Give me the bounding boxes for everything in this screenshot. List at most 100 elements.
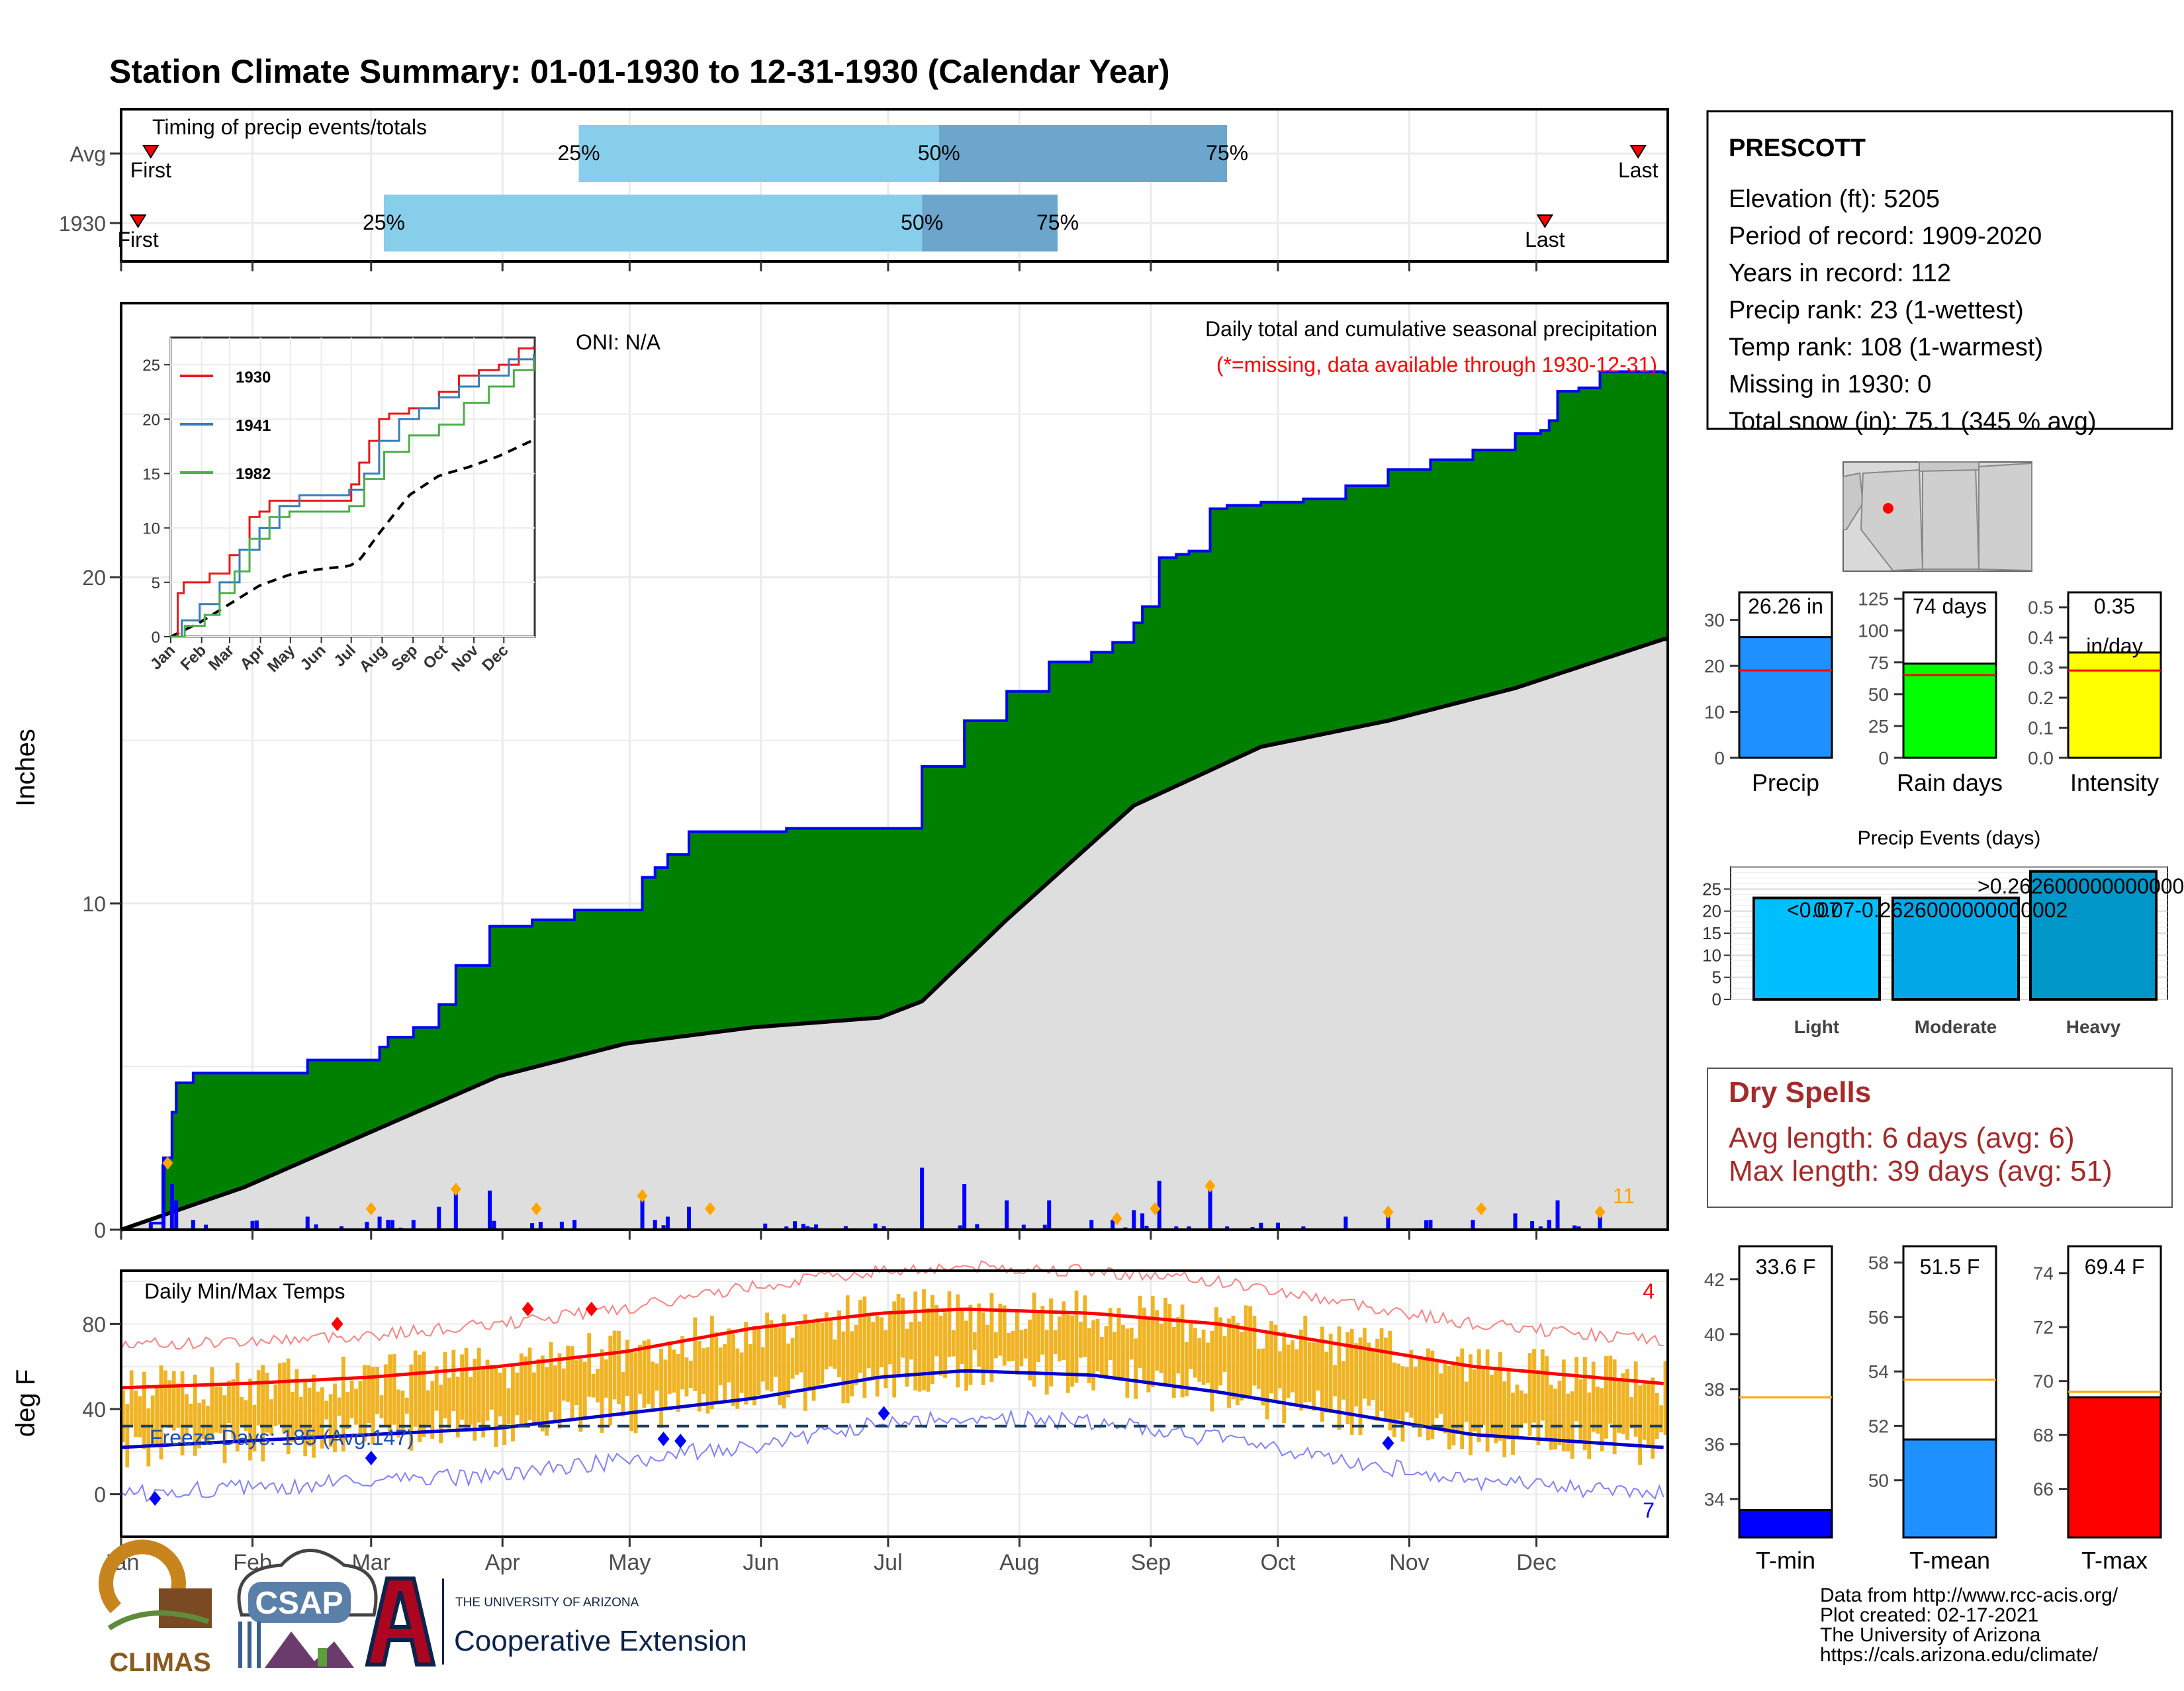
daily-temp-bar [998, 1303, 1003, 1356]
timing-bar-q25-q50 [383, 195, 923, 251]
average-precip-line [120, 637, 1668, 1232]
daily-temp-bar [1328, 1334, 1333, 1414]
daily-temp-bar [134, 1391, 138, 1438]
average-max-temp-line [120, 1307, 1664, 1390]
daily-temp-bar [1159, 1324, 1163, 1373]
daily-precip-bar [665, 1216, 670, 1230]
daily-temp-bar [341, 1356, 345, 1452]
daily-temp-bar [1197, 1338, 1202, 1382]
daily-temp-bar [222, 1395, 227, 1463]
daily-precip-bar-small [530, 1226, 535, 1230]
summary-bar-tick-label: 30 [1704, 610, 1725, 631]
events-bar [2029, 870, 2158, 1001]
daily-temp-bar [1277, 1351, 1282, 1389]
footer-data-source: Data from http://www.rcc-acis.org/ [1820, 1584, 2118, 1606]
daily-temp-bar [557, 1353, 562, 1429]
daily-temp-bar [1621, 1373, 1625, 1434]
daily-temp-bar [142, 1371, 146, 1449]
daily-temp-bar [1129, 1327, 1134, 1360]
daily-precip-bar [784, 1226, 789, 1230]
daily-temp-bar [349, 1380, 354, 1419]
daily-temp-bar [523, 1356, 528, 1426]
daily-temp-bar [553, 1365, 557, 1421]
daily-temp-bar [1354, 1343, 1358, 1407]
daily-temp-bar [176, 1383, 181, 1428]
daily-temp-bar [727, 1328, 731, 1383]
daily-precip-bar [377, 1216, 382, 1230]
footer-plot-created: Plot created: 02-17-2021 [1820, 1604, 2038, 1626]
daily-temp-bar [129, 1370, 134, 1427]
daily-temp-bar [892, 1301, 897, 1398]
daily-temp-bar [295, 1369, 299, 1432]
temp-panel: Daily Min/Max Temps Freeze Days: 185 (Avg… [11, 1260, 1669, 1538]
daily-temp-bar [880, 1317, 884, 1367]
daily-precip-bar-small [882, 1226, 886, 1230]
daily-temp-bar [1553, 1389, 1557, 1450]
record-high-count: 4 [1643, 1279, 1655, 1303]
daily-temp-bar [1498, 1351, 1502, 1441]
daily-temp-bar [1549, 1385, 1553, 1450]
daily-temp-bar [1231, 1315, 1236, 1400]
station-name: PRESCOTT [1729, 134, 1866, 162]
daily-precip-bar-small [1250, 1226, 1255, 1230]
temp-bar-tick-label: 34 [1704, 1489, 1725, 1510]
temp-bar-tmin: 33.6 F 34 36 38 40 42 T-min [1704, 1245, 1833, 1574]
events-y-tick-label: 25 [1702, 879, 1721, 899]
daily-temp-bar [443, 1351, 447, 1419]
inset-legend-label: 1930 [236, 369, 271, 387]
daily-precip-bar-small [204, 1224, 208, 1230]
daily-temp-bar [1519, 1390, 1524, 1428]
daily-temp-bar [193, 1375, 197, 1456]
daily-temp-bar [316, 1391, 320, 1440]
temp-bar-tick-label: 50 [1868, 1471, 1889, 1491]
daily-temp-bar [1651, 1377, 1655, 1459]
dry-spells-avg: Avg length: 6 days (avg: 6) [1729, 1122, 2075, 1154]
daily-temp-bar [693, 1317, 698, 1392]
daily-temp-bar [1460, 1348, 1465, 1449]
footer: CLIMAS CSAP THE UNIVERSITY OF ARIZONA Co… [99, 1539, 2118, 1677]
daily-temp-bar [702, 1348, 705, 1394]
daily-temp-bar [977, 1303, 981, 1367]
climas-logo: CLIMAS [99, 1539, 212, 1677]
record-low-marker [878, 1406, 890, 1421]
daily-temp-bar [1511, 1393, 1515, 1455]
daily-temp-bar [388, 1354, 392, 1436]
daily-temp-bar [1040, 1306, 1045, 1355]
daily-temp-bar [1316, 1339, 1320, 1391]
summary-bar-tick-label: 25 [1868, 716, 1889, 737]
daily-temp-bar [1269, 1321, 1273, 1394]
daily-temp-bar [201, 1399, 206, 1440]
daily-precip-bar-small [305, 1226, 310, 1230]
daily-temp-bar [1633, 1361, 1638, 1437]
daily-temp-bar [1049, 1298, 1054, 1387]
daily-precip-bar-small [1424, 1220, 1429, 1230]
daily-precip-bar [1132, 1210, 1136, 1230]
daily-temp-bar [430, 1381, 435, 1440]
daily-temp-bar [197, 1403, 202, 1449]
temp-bar-tick-label: 72 [2033, 1317, 2054, 1338]
summary-bar-tick-label: 125 [1858, 589, 1889, 610]
timing-q75-label: 75% [1036, 210, 1079, 234]
daily-temp-bar [1070, 1315, 1075, 1387]
daily-temp-bar [312, 1374, 316, 1458]
daily-temp-bar [1116, 1308, 1121, 1378]
daily-temp-bar [896, 1294, 901, 1378]
precip-y-tick-label: 20 [82, 566, 106, 590]
daily-temp-bar [655, 1363, 659, 1391]
record-high-marker [585, 1301, 598, 1316]
daily-precip-bar [1157, 1181, 1161, 1230]
temp-bar-tmax: 69.4 F 66 68 70 72 74 T-max [2033, 1245, 2162, 1574]
daily-temp-bar [718, 1347, 723, 1386]
daily-temp-bar [1485, 1349, 1490, 1452]
daily-temp-bar [460, 1354, 465, 1420]
daily-temp-bar [532, 1372, 536, 1426]
daily-temp-bar [269, 1399, 273, 1436]
daily-precip-bar-small [1021, 1224, 1026, 1230]
daily-temp-bar [1396, 1363, 1401, 1420]
daily-temp-bar [985, 1324, 989, 1371]
temp-bar-value [1738, 1508, 1833, 1539]
summary-bars: 26.26 in 0 10 20 30 Precip 74 days 0 25 50 75 100 12… [1704, 589, 2162, 796]
temp-bar-category-label: T-min [1756, 1547, 1815, 1574]
daily-temp-bar [723, 1344, 727, 1404]
